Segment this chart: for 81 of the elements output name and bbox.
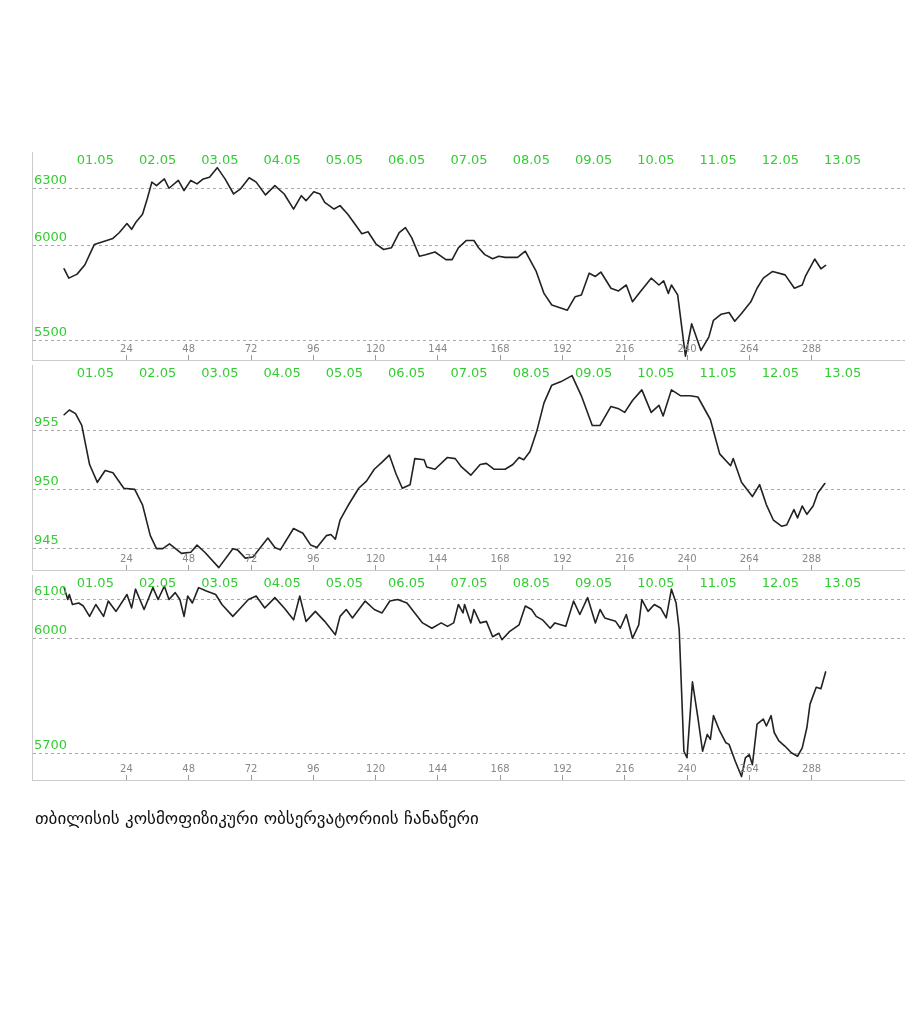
y-tick-label: 6000 — [33, 621, 67, 637]
x2-tick-label: 01.05 — [76, 575, 114, 591]
x-tick-label: 24 — [120, 343, 133, 354]
x-tick-label: 264 — [739, 553, 759, 564]
x-tick-label: 264 — [739, 343, 759, 354]
x2-tick-label: 11.05 — [699, 575, 737, 591]
x-tick-label: 216 — [615, 553, 635, 564]
x2-tick-label: 04.05 — [263, 575, 301, 591]
x2-tick-label: 04.05 — [263, 152, 301, 168]
x2-tick-label: 05.05 — [325, 575, 364, 591]
x2-tick-label: 09.05 — [574, 152, 613, 168]
x2-tick-label: 08.05 — [512, 365, 550, 381]
x-tick-label: 168 — [490, 763, 510, 774]
x2-tick-label: 08.05 — [512, 575, 550, 591]
x2-tick-label: 04.05 — [263, 365, 301, 381]
x-tick-label: 192 — [552, 763, 572, 774]
x2-tick-label: 07.05 — [450, 152, 488, 168]
y-tick-label: 6300 — [33, 171, 67, 187]
x-tick-label: 120 — [366, 763, 386, 774]
x2-tick-label: 03.05 — [201, 365, 239, 381]
x2-tick-label: 12.05 — [761, 365, 800, 381]
x2-tick-label: 06.05 — [388, 365, 426, 381]
x2-tick-label: 07.05 — [450, 575, 488, 591]
x-tick-label: 72 — [244, 763, 258, 774]
x2-tick-label: 05.05 — [325, 152, 364, 168]
x-tick-label: 48 — [182, 763, 196, 774]
x2-tick-label: 03.05 — [201, 575, 239, 591]
x-tick-label: 240 — [677, 553, 697, 564]
x2-tick-label: 06.05 — [388, 575, 426, 591]
y-tick-label: 950 — [33, 472, 59, 488]
x-tick-label: 24 — [120, 763, 133, 774]
x2-tick-label: 10.05 — [637, 365, 675, 381]
x2-tick-label: 09.05 — [574, 575, 613, 591]
x-tick-label: 48 — [182, 553, 196, 564]
y-tick-label: 5500 — [33, 324, 67, 340]
x2-tick-label: 09.05 — [574, 365, 613, 381]
y-tick-label: 955 — [33, 413, 59, 429]
x-tick-label: 240 — [677, 763, 697, 774]
x-tick-label: 96 — [306, 343, 320, 354]
x2-tick-label: 11.05 — [699, 152, 737, 168]
x-tick-label: 120 — [366, 343, 386, 354]
x2-tick-label: 12.05 — [761, 575, 800, 591]
y-tick-label: 5700 — [33, 736, 67, 752]
x2-tick-label: 10.05 — [637, 575, 675, 591]
x-tick-label: 120 — [366, 553, 386, 564]
x-tick-label: 288 — [802, 553, 822, 564]
x-tick-label: 72 — [244, 343, 258, 354]
y-tick-label: 945 — [33, 532, 59, 548]
x2-tick-label: 02.05 — [138, 152, 177, 168]
x-tick-label: 96 — [306, 553, 320, 564]
x-tick-label: 144 — [428, 553, 448, 564]
x-tick-label: 288 — [802, 763, 822, 774]
x2-tick-label: 02.05 — [138, 575, 177, 591]
x2-tick-label: 10.05 — [637, 152, 675, 168]
x-tick-label: 216 — [615, 343, 635, 354]
y-tick-label: 6000 — [33, 228, 67, 244]
x-tick-label: 24 — [120, 553, 133, 564]
x-tick-label: 48 — [182, 343, 196, 354]
x2-tick-label: 03.05 — [201, 152, 239, 168]
x-tick-label: 216 — [615, 763, 635, 774]
x2-tick-label: 12.05 — [761, 152, 800, 168]
x2-tick-label: 02.05 — [138, 365, 177, 381]
x2-tick-label: 07.05 — [450, 365, 488, 381]
x2-tick-label: 08.05 — [512, 152, 550, 168]
x-tick-label: 96 — [306, 763, 320, 774]
x2-tick-label: 13.05 — [824, 365, 862, 381]
x2-tick-label: 01.05 — [76, 152, 114, 168]
x2-tick-label: 05.05 — [325, 365, 364, 381]
x-tick-label: 288 — [802, 343, 822, 354]
x2-tick-label: 06.05 — [388, 152, 426, 168]
text: თბილისის კოსმოფიზიკური ობსერვატორიის ჩანაწერი — [35, 808, 479, 828]
x-tick-label: 192 — [552, 343, 572, 354]
x-tick-label: 168 — [490, 553, 510, 564]
x-tick-label: 144 — [428, 763, 448, 774]
x2-tick-label: 13.05 — [824, 152, 862, 168]
x-tick-label: 144 — [428, 343, 448, 354]
x-tick-label: 168 — [490, 343, 510, 354]
x2-tick-label: 13.05 — [824, 575, 862, 591]
x2-tick-label: 01.05 — [76, 365, 114, 381]
x2-tick-label: 11.05 — [699, 365, 737, 381]
x-tick-label: 192 — [552, 553, 572, 564]
